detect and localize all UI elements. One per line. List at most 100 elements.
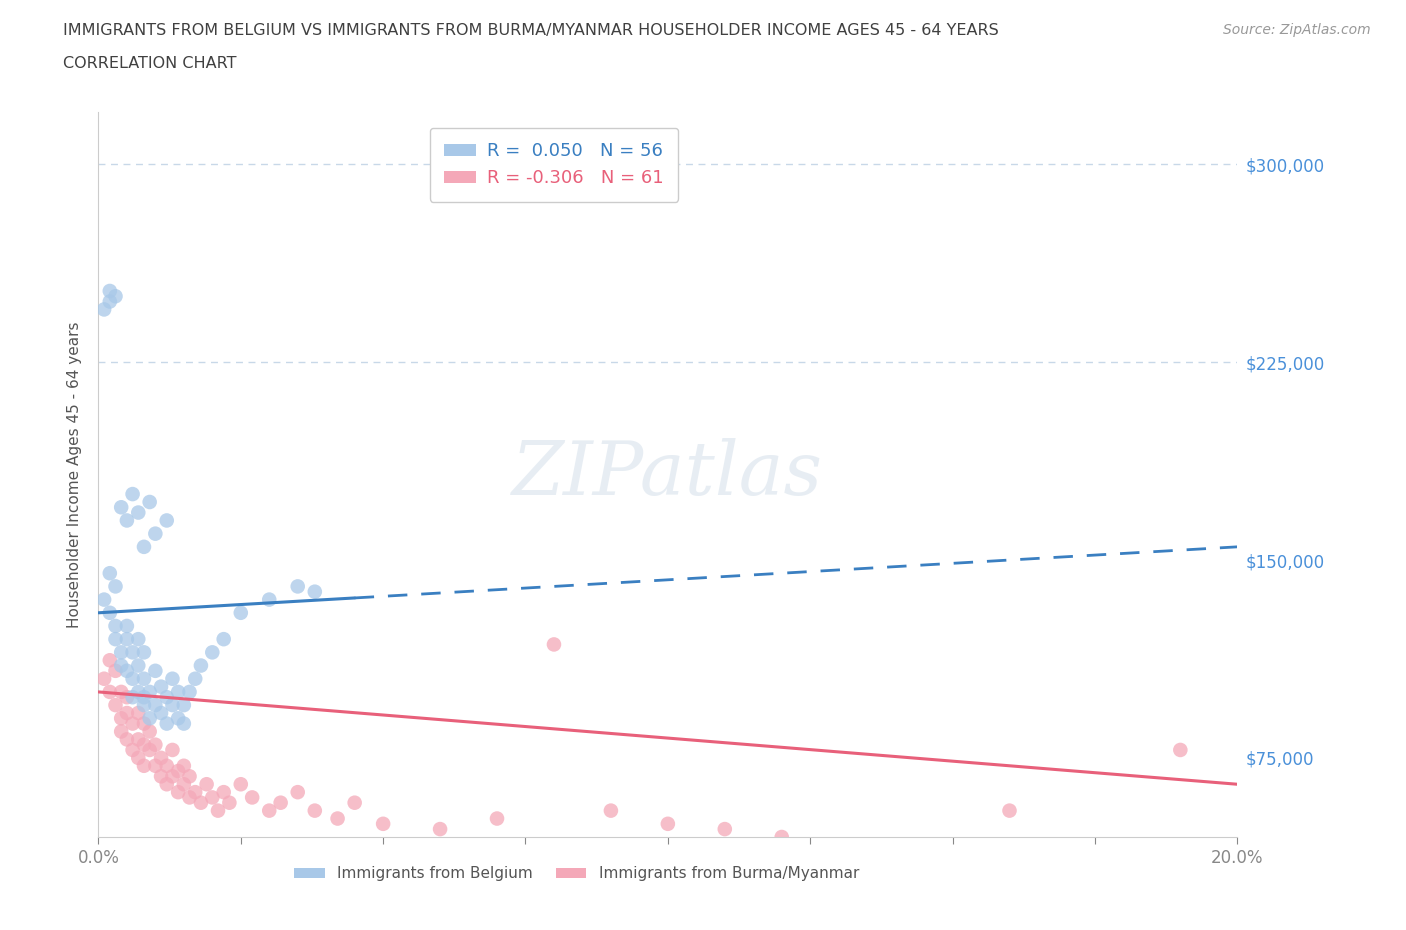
Point [150, 706, 173, 721]
Point [115, 513, 138, 528]
Point [98, 565, 121, 580]
Point [287, 785, 309, 800]
Point [179, 684, 201, 699]
Point [132, 539, 155, 554]
Point [998, 804, 1021, 818]
Point [93, 671, 115, 686]
Text: CORRELATION CHART: CORRELATION CHART [63, 56, 236, 71]
Point [304, 584, 326, 599]
Point [218, 795, 240, 810]
Point [93, 592, 115, 607]
Point [201, 790, 224, 804]
Point [115, 732, 138, 747]
Point [207, 804, 229, 818]
Point [156, 690, 179, 705]
Point [93, 302, 115, 317]
Point [98, 605, 121, 620]
Text: ZIPatlas: ZIPatlas [512, 438, 824, 511]
Point [162, 671, 184, 686]
Point [600, 804, 623, 818]
Point [287, 579, 309, 594]
Point [145, 737, 167, 752]
Point [212, 785, 235, 800]
Point [162, 742, 184, 757]
Point [162, 769, 184, 784]
Point [486, 811, 509, 826]
Point [138, 742, 160, 757]
Point [190, 658, 212, 673]
Point [110, 658, 132, 673]
Point [543, 637, 565, 652]
Y-axis label: Householder Income Ages 45 - 64 years: Householder Income Ages 45 - 64 years [67, 321, 83, 628]
Point [304, 804, 326, 818]
Point [115, 690, 138, 705]
Point [195, 777, 218, 791]
Point [173, 698, 195, 712]
Text: IMMIGRANTS FROM BELGIUM VS IMMIGRANTS FROM BURMA/MYANMAR HOUSEHOLDER INCOME AGES: IMMIGRANTS FROM BELGIUM VS IMMIGRANTS FR… [63, 23, 1000, 38]
Point [167, 764, 190, 778]
Point [259, 592, 281, 607]
Point [98, 284, 121, 299]
Point [104, 631, 127, 646]
Point [173, 777, 195, 791]
Point [121, 486, 143, 501]
Point [121, 716, 143, 731]
Point [240, 790, 263, 804]
Point [132, 758, 155, 773]
Point [184, 671, 207, 686]
Point [326, 811, 349, 826]
Point [429, 821, 451, 836]
Point [162, 698, 184, 712]
Point [173, 716, 195, 731]
Point [98, 653, 121, 668]
Point [179, 790, 201, 804]
Point [145, 698, 167, 712]
Point [127, 684, 149, 699]
Point [110, 724, 132, 739]
Point [184, 785, 207, 800]
Point [145, 758, 167, 773]
Point [104, 289, 127, 304]
Point [127, 751, 149, 765]
Point [373, 817, 395, 831]
Point [132, 644, 155, 659]
Point [121, 690, 143, 705]
Point [167, 785, 190, 800]
Point [156, 777, 179, 791]
Point [104, 698, 127, 712]
Point [138, 711, 160, 725]
Point [98, 294, 121, 309]
Point [145, 663, 167, 678]
Point [127, 706, 149, 721]
Point [343, 795, 366, 810]
Point [201, 644, 224, 659]
Point [127, 658, 149, 673]
Point [98, 684, 121, 699]
Point [179, 769, 201, 784]
Point [138, 495, 160, 510]
Point [138, 724, 160, 739]
Point [132, 698, 155, 712]
Point [259, 804, 281, 818]
Point [145, 526, 167, 541]
Point [132, 690, 155, 705]
Point [1170, 742, 1192, 757]
Point [127, 631, 149, 646]
Point [121, 671, 143, 686]
Point [104, 618, 127, 633]
Point [150, 769, 173, 784]
Point [115, 618, 138, 633]
Point [132, 671, 155, 686]
Point [115, 663, 138, 678]
Point [156, 758, 179, 773]
Point [190, 795, 212, 810]
Point [127, 505, 149, 520]
Point [121, 742, 143, 757]
Point [156, 513, 179, 528]
Point [110, 499, 132, 514]
Point [110, 684, 132, 699]
Point [657, 817, 679, 831]
Point [104, 663, 127, 678]
Point [115, 631, 138, 646]
Point [173, 758, 195, 773]
